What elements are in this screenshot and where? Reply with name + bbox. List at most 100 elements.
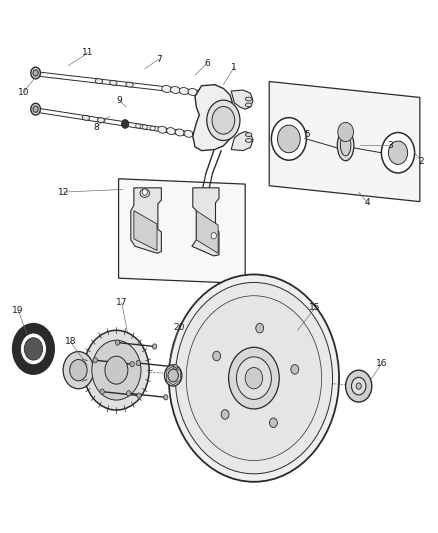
Polygon shape xyxy=(269,82,420,201)
Text: 12: 12 xyxy=(58,188,70,197)
Ellipse shape xyxy=(162,85,171,92)
Ellipse shape xyxy=(158,126,166,133)
Text: 4: 4 xyxy=(365,198,370,207)
Polygon shape xyxy=(196,211,218,253)
Text: 5: 5 xyxy=(305,130,311,139)
Circle shape xyxy=(13,324,54,374)
Circle shape xyxy=(70,360,87,381)
Circle shape xyxy=(33,106,38,112)
Circle shape xyxy=(63,352,94,389)
Polygon shape xyxy=(192,188,219,256)
Text: 11: 11 xyxy=(82,49,94,57)
Circle shape xyxy=(175,282,332,474)
Polygon shape xyxy=(119,179,245,284)
Circle shape xyxy=(127,391,131,396)
Ellipse shape xyxy=(340,135,351,156)
Text: 15: 15 xyxy=(309,303,321,312)
Circle shape xyxy=(352,377,366,395)
Text: 18: 18 xyxy=(65,337,76,346)
Circle shape xyxy=(269,418,277,427)
Circle shape xyxy=(389,141,408,165)
Circle shape xyxy=(100,389,104,394)
Circle shape xyxy=(291,365,299,374)
Circle shape xyxy=(24,338,42,360)
Text: 8: 8 xyxy=(93,123,99,132)
Circle shape xyxy=(152,344,157,349)
Circle shape xyxy=(136,360,141,366)
Circle shape xyxy=(115,340,120,345)
Circle shape xyxy=(272,118,306,160)
Circle shape xyxy=(142,189,148,195)
Circle shape xyxy=(245,368,263,389)
Polygon shape xyxy=(231,132,253,151)
Circle shape xyxy=(169,274,339,482)
Circle shape xyxy=(31,103,40,115)
Ellipse shape xyxy=(245,139,252,142)
Circle shape xyxy=(256,324,264,333)
Circle shape xyxy=(164,365,182,386)
Ellipse shape xyxy=(150,126,155,131)
Circle shape xyxy=(173,364,177,369)
Ellipse shape xyxy=(140,189,150,197)
Circle shape xyxy=(20,333,46,365)
Ellipse shape xyxy=(245,103,252,107)
Ellipse shape xyxy=(170,86,180,93)
Circle shape xyxy=(92,340,141,400)
Ellipse shape xyxy=(142,125,147,129)
Ellipse shape xyxy=(245,133,252,136)
Ellipse shape xyxy=(166,127,175,135)
Ellipse shape xyxy=(188,88,198,95)
Polygon shape xyxy=(134,211,157,251)
Ellipse shape xyxy=(136,124,141,128)
Circle shape xyxy=(346,370,372,402)
Ellipse shape xyxy=(197,90,206,96)
Circle shape xyxy=(137,393,141,398)
Text: 16: 16 xyxy=(376,359,388,368)
Text: 10: 10 xyxy=(18,87,30,96)
Circle shape xyxy=(381,133,415,173)
Circle shape xyxy=(278,125,300,153)
Circle shape xyxy=(221,410,229,419)
Circle shape xyxy=(211,232,216,239)
Circle shape xyxy=(207,100,240,141)
Circle shape xyxy=(213,351,221,361)
Text: 20: 20 xyxy=(173,323,184,332)
Text: 19: 19 xyxy=(12,305,24,314)
Circle shape xyxy=(122,120,129,128)
Circle shape xyxy=(84,330,149,410)
Ellipse shape xyxy=(179,87,189,94)
Ellipse shape xyxy=(97,118,105,123)
Circle shape xyxy=(356,383,361,389)
Text: 17: 17 xyxy=(116,298,127,307)
Circle shape xyxy=(229,348,279,409)
Ellipse shape xyxy=(337,130,354,161)
Text: 9: 9 xyxy=(117,96,122,105)
Polygon shape xyxy=(193,85,233,151)
Circle shape xyxy=(168,369,178,382)
Ellipse shape xyxy=(110,80,117,85)
Circle shape xyxy=(338,123,353,142)
Ellipse shape xyxy=(184,131,193,138)
Ellipse shape xyxy=(126,82,133,87)
Polygon shape xyxy=(231,90,253,109)
Ellipse shape xyxy=(193,132,201,139)
Circle shape xyxy=(93,358,97,363)
Circle shape xyxy=(31,67,40,79)
Circle shape xyxy=(186,296,321,461)
Circle shape xyxy=(163,394,168,400)
Circle shape xyxy=(130,361,134,367)
Circle shape xyxy=(237,357,272,399)
Ellipse shape xyxy=(175,129,184,136)
Circle shape xyxy=(212,107,235,134)
Circle shape xyxy=(33,70,38,76)
Text: 2: 2 xyxy=(418,157,424,166)
Ellipse shape xyxy=(245,97,252,101)
Text: 6: 6 xyxy=(204,59,210,68)
Text: 7: 7 xyxy=(156,55,162,63)
Ellipse shape xyxy=(95,79,102,84)
Polygon shape xyxy=(131,188,161,253)
Ellipse shape xyxy=(82,115,89,120)
Text: 1: 1 xyxy=(231,63,237,71)
Text: 3: 3 xyxy=(388,141,393,150)
Circle shape xyxy=(105,356,128,384)
